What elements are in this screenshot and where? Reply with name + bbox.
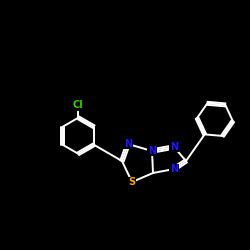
Text: S: S bbox=[128, 177, 136, 187]
Text: N: N bbox=[148, 146, 156, 156]
Text: N: N bbox=[170, 164, 178, 174]
Text: Cl: Cl bbox=[73, 100, 84, 110]
Text: N: N bbox=[124, 139, 132, 149]
Text: N: N bbox=[170, 142, 178, 152]
